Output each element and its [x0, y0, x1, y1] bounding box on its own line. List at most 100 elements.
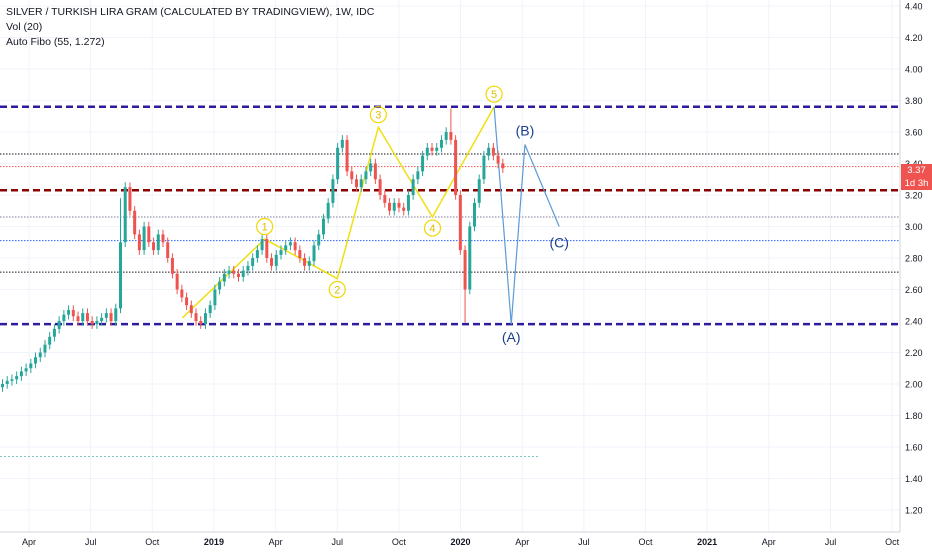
candle-body	[274, 254, 278, 266]
candle-body	[397, 202, 401, 208]
x-tick-label: Apr	[515, 537, 529, 547]
candle-body	[491, 147, 495, 156]
y-tick-label: 4.40	[905, 2, 923, 12]
candle-body	[232, 270, 236, 274]
candle-body	[67, 309, 71, 315]
candle-body	[439, 139, 443, 148]
y-tick-label: 3.80	[905, 96, 923, 106]
candle-body	[355, 179, 358, 188]
candle-body	[388, 202, 392, 211]
y-tick-label: 2.80	[905, 254, 923, 264]
x-tick-label: 2021	[697, 537, 717, 547]
x-tick-label: Oct	[392, 537, 407, 547]
candle-body	[218, 281, 222, 290]
corrective-wave-label: (A)	[502, 329, 521, 345]
y-tick-label: 4.20	[905, 33, 923, 43]
candle-body	[279, 250, 283, 255]
candle-body	[435, 147, 439, 151]
volume-indicator-label[interactable]: Vol (20)	[6, 21, 43, 33]
candle-body	[307, 261, 311, 266]
candle-body	[312, 245, 316, 262]
candle-body	[180, 289, 184, 298]
last-price-tag: 3.37	[901, 164, 932, 177]
corrective-wave-line	[493, 106, 560, 325]
candle-body	[501, 163, 505, 169]
corrective-wave-label: (B)	[516, 122, 535, 138]
x-tick-label: Apr	[22, 537, 36, 547]
wave-label-circle	[369, 106, 387, 124]
impulse-wave-line	[181, 106, 495, 319]
corrective-wave-label: (C)	[549, 234, 568, 250]
y-tick-label: 3.00	[905, 222, 923, 232]
candle-body	[421, 155, 425, 172]
candle-body	[76, 316, 80, 321]
y-tick-label: 2.20	[905, 348, 923, 358]
candle-body	[463, 250, 467, 290]
axes: 4.404.204.003.803.603.403.203.002.802.60…	[0, 0, 923, 547]
y-tick-label: 2.40	[905, 317, 923, 327]
candle-body	[473, 202, 476, 227]
candle-body	[10, 379, 14, 381]
wave-label-circle	[328, 280, 346, 299]
x-tick-label: Jul	[578, 537, 590, 547]
candle-body	[142, 226, 146, 251]
candle-body	[166, 242, 170, 258]
candle-body	[444, 132, 448, 140]
candle-body	[52, 328, 56, 337]
candle-body	[119, 242, 122, 309]
candle-body	[340, 139, 344, 148]
candle-body	[430, 147, 434, 151]
candle-body	[48, 336, 52, 345]
candle-body	[208, 305, 212, 314]
y-tick-label: 1.40	[905, 474, 923, 484]
candle-body	[62, 314, 66, 321]
candle-body	[496, 155, 500, 164]
candle-body	[454, 139, 458, 195]
candle-body	[128, 187, 132, 211]
candle-body	[359, 179, 363, 188]
candle-body	[29, 363, 33, 369]
candle-body	[487, 147, 491, 156]
x-tick-label: 2020	[451, 537, 471, 547]
candle-body	[326, 202, 330, 219]
candle-body	[284, 245, 288, 251]
candle-body	[411, 179, 415, 195]
candle-body	[100, 317, 104, 321]
candle-body	[265, 239, 269, 258]
candle-body	[293, 242, 297, 251]
candle-body	[43, 344, 47, 353]
candle-body	[383, 195, 387, 203]
auto-fibo-indicator-label[interactable]: Auto Fibo (55, 1.272)	[6, 36, 105, 48]
candle-body	[147, 226, 151, 243]
wave-label-text: 5	[491, 89, 497, 101]
candle-body	[237, 273, 240, 277]
candle-body	[288, 242, 292, 246]
candle-body	[152, 242, 156, 251]
candle-body	[364, 171, 368, 180]
candle-body	[246, 265, 250, 271]
candle-body	[199, 321, 203, 325]
candle-body	[482, 155, 486, 180]
candle-body	[71, 309, 75, 317]
wave-label-text: 1	[262, 222, 268, 234]
wave-lines	[181, 106, 560, 325]
x-tick-label: Jul	[85, 537, 97, 547]
symbol-title[interactable]: SILVER / TURKISH LIRA GRAM (CALCULATED B…	[6, 6, 375, 18]
candle-body	[449, 132, 453, 140]
candle-body	[81, 313, 85, 321]
wave-label-circle	[485, 85, 503, 103]
y-tick-label: 3.60	[905, 128, 923, 138]
candle-body	[137, 234, 141, 251]
candle-body	[123, 187, 127, 243]
candle-body	[241, 270, 245, 277]
grid-layer	[0, 0, 900, 532]
candle-body	[156, 234, 160, 251]
x-tick-label: Oct	[638, 537, 653, 547]
candle-body	[175, 273, 179, 290]
candle-body	[161, 234, 165, 243]
y-tick-label: 4.00	[905, 65, 923, 75]
candle-body	[213, 289, 217, 306]
candle-body	[24, 368, 28, 372]
